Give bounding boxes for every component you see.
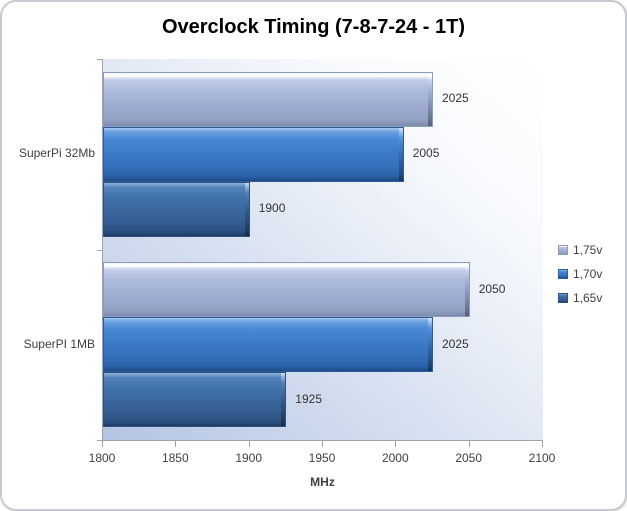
chart-title: Overclock Timing (7-8-7-24 - 1T): [161, 16, 466, 38]
bar-value-label: 1900: [258, 201, 286, 216]
x-axis-tick: [468, 441, 470, 447]
legend-label: 1,65v: [573, 291, 603, 305]
bar-superpi-1mb-1-70v: [103, 317, 433, 373]
legend-label: 1,70v: [573, 267, 603, 281]
bar-superpi-32mb-1-70v: [103, 126, 404, 182]
x-axis-tick-label: 2000: [381, 451, 409, 465]
legend-swatch: [558, 245, 568, 255]
x-axis-tick: [322, 441, 323, 447]
x-axis-tick-label: 1950: [308, 451, 336, 465]
bar-value-label: 2050: [478, 281, 506, 296]
legend: 1,75v 1,70v 1,65v: [558, 243, 602, 305]
y-axis-tick: [97, 59, 102, 60]
category-label: SuperPi 32Mb: [18, 146, 95, 161]
category-label: SuperPI 1MB: [23, 336, 95, 351]
legend-item-1-70v: 1,70v: [558, 267, 602, 281]
x-axis-tick: [542, 441, 543, 447]
bar-superpi-32mb-1-75v: [103, 71, 433, 127]
bar-value-label: 2025: [442, 91, 469, 106]
x-axis-tick: [248, 441, 250, 447]
bar-value-label: 2005: [412, 146, 440, 161]
x-axis-line: [102, 440, 543, 441]
legend-swatch: [558, 293, 568, 303]
x-axis-tick-label: 2050: [455, 451, 483, 465]
legend-swatch: [558, 269, 568, 279]
y-axis-tick: [97, 249, 102, 251]
x-axis-tick: [175, 441, 177, 447]
y-axis-line: [102, 59, 103, 441]
x-axis-tick-label: 1850: [161, 451, 189, 465]
bar-superpi-1mb-1-75v: [103, 262, 470, 318]
x-axis-tick: [395, 441, 397, 447]
x-axis-tick-label: 1800: [88, 451, 116, 465]
legend-item-1-65v: 1,65v: [558, 291, 602, 305]
x-axis-tick-label: 2100: [528, 451, 556, 465]
y-axis-tick: [97, 440, 102, 441]
x-axis-tick: [102, 441, 103, 447]
legend-item-1-75v: 1,75v: [558, 243, 602, 257]
bar-superpi-32mb-1-65v: [103, 181, 250, 237]
x-axis-title: MHz: [310, 475, 335, 489]
bar-value-label: 1925: [295, 391, 322, 406]
legend-label: 1,75v: [573, 243, 603, 257]
x-axis-tick-label: 1900: [235, 451, 263, 465]
bar-superpi-1mb-1-65v: [103, 372, 287, 428]
bar-value-label: 2025: [442, 336, 469, 351]
